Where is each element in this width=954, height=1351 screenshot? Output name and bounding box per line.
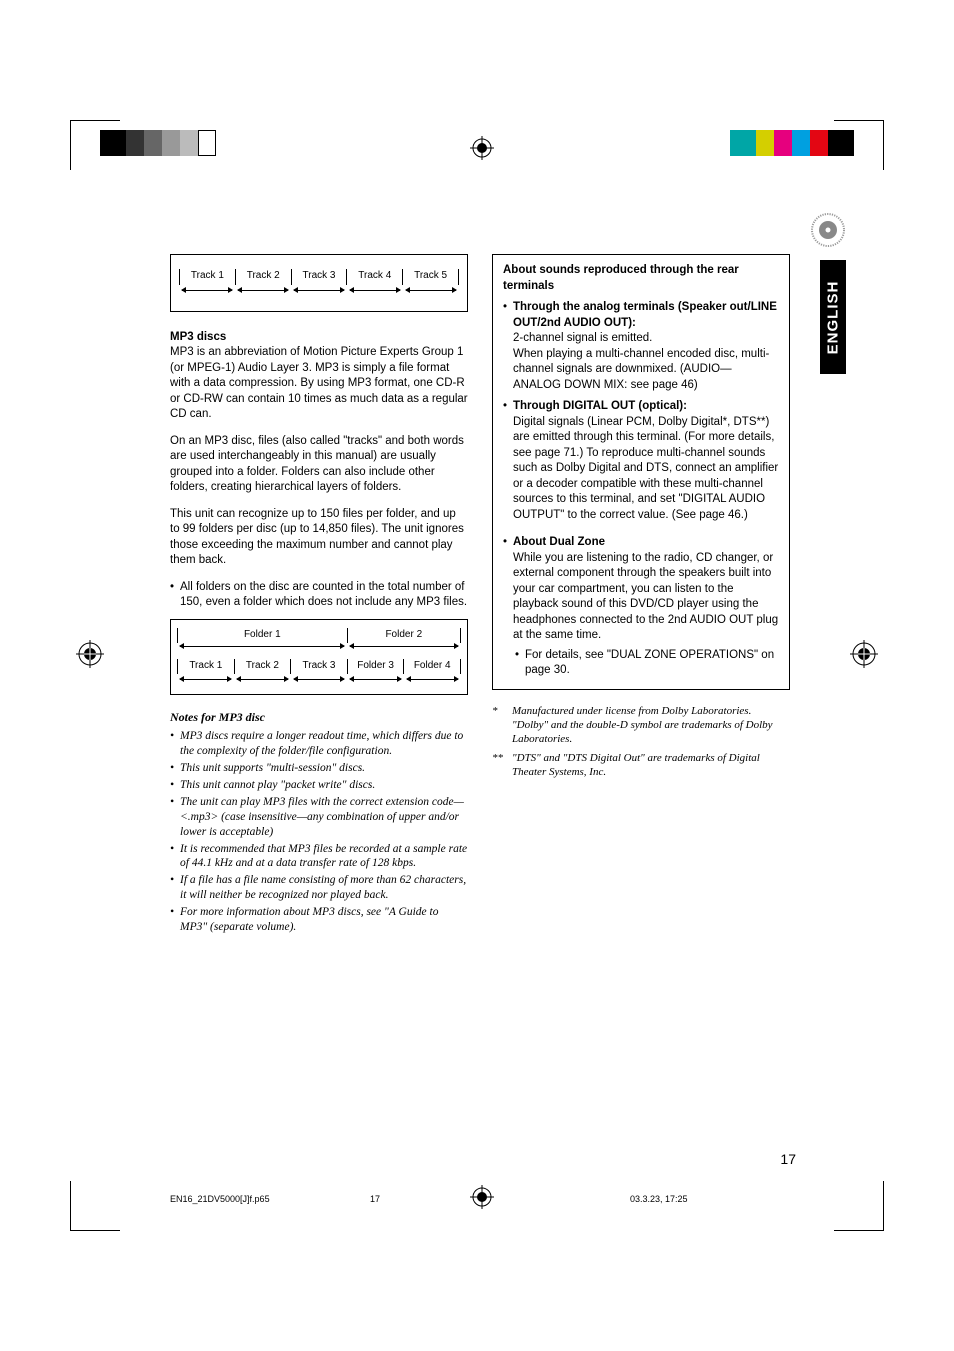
- crop-mark: [834, 1181, 884, 1231]
- footer-date: 03.3.23, 17:25: [490, 1194, 844, 1204]
- mp3-heading: MP3 discs: [170, 331, 226, 343]
- track-cell: Track 5: [402, 269, 459, 285]
- language-tab: ENGLISH: [820, 260, 846, 374]
- folder-diagram: Folder 1 Folder 2 Track 1 Track 2 Track …: [170, 619, 468, 695]
- note-item: •This unit cannot play "packet write" di…: [170, 778, 468, 793]
- dual-zone-sub: •For details, see "DUAL ZONE OPERATIONS"…: [503, 648, 779, 679]
- crop-mark: [70, 1181, 120, 1231]
- registration-marks: [0, 130, 954, 180]
- footer-file: EN16_21DV5000[J]f.p65: [170, 1194, 370, 1204]
- left-column: Track 1 Track 2 Track 3 Track 4 Track 5 …: [170, 254, 468, 937]
- mp3-paragraph-2: On an MP3 disc, files (also called "trac…: [170, 434, 468, 496]
- box-bullet-2: • Through DIGITAL OUT (optical):Digital …: [503, 399, 779, 523]
- box-bullet-1: • Through the analog terminals (Speaker …: [503, 300, 779, 393]
- note-item: •It is recommended that MP3 files be rec…: [170, 842, 468, 872]
- side-target-icon: [76, 640, 104, 668]
- footnote-1: *Manufactured under license from Dolby L…: [492, 704, 790, 747]
- footnote-2: **"DTS" and "DTS Digital Out" are tradem…: [492, 751, 790, 780]
- mp3-paragraph-1: MP3 is an abbreviation of Motion Picture…: [170, 346, 468, 420]
- page-number: 17: [780, 1151, 796, 1167]
- registration-cross-icon: [470, 1185, 494, 1209]
- sounds-box: About sounds reproduced through the rear…: [492, 254, 790, 690]
- note-item: •MP3 discs require a longer readout time…: [170, 729, 468, 759]
- registration-cross-icon: [470, 136, 494, 160]
- page-content: Track 1 Track 2 Track 3 Track 4 Track 5 …: [170, 254, 790, 937]
- dual-zone-bullet: • About Dual ZoneWhile you are listening…: [503, 535, 779, 644]
- track-cell: Track 4: [346, 269, 402, 285]
- note-item: •The unit can play MP3 files with the co…: [170, 795, 468, 840]
- note-item: •For more information about MP3 discs, s…: [170, 905, 468, 935]
- note-item: •This unit supports "multi-session" disc…: [170, 761, 468, 776]
- track-cell: Track 1: [179, 269, 235, 285]
- note-item: •If a file has a file name consisting of…: [170, 873, 468, 903]
- footer: EN16_21DV5000[J]f.p65 17 03.3.23, 17:25: [170, 1194, 844, 1204]
- mp3-bullet: •All folders on the disc are counted in …: [170, 580, 468, 611]
- color-blocks: [730, 130, 854, 156]
- gray-scale-blocks: [100, 130, 216, 156]
- track-cell: Track 3: [291, 269, 347, 285]
- box-heading: About sounds reproduced through the rear…: [503, 263, 779, 294]
- side-target-icon: [850, 640, 878, 668]
- track-diagram: Track 1 Track 2 Track 3 Track 4 Track 5: [170, 254, 468, 312]
- mp3-paragraph-3: This unit can recognize up to 150 files …: [170, 507, 468, 569]
- right-column: About sounds reproduced through the rear…: [492, 254, 790, 937]
- disc-icon: [810, 212, 846, 248]
- track-cell: Track 2: [235, 269, 291, 285]
- notes-heading: Notes for MP3 disc: [170, 709, 468, 725]
